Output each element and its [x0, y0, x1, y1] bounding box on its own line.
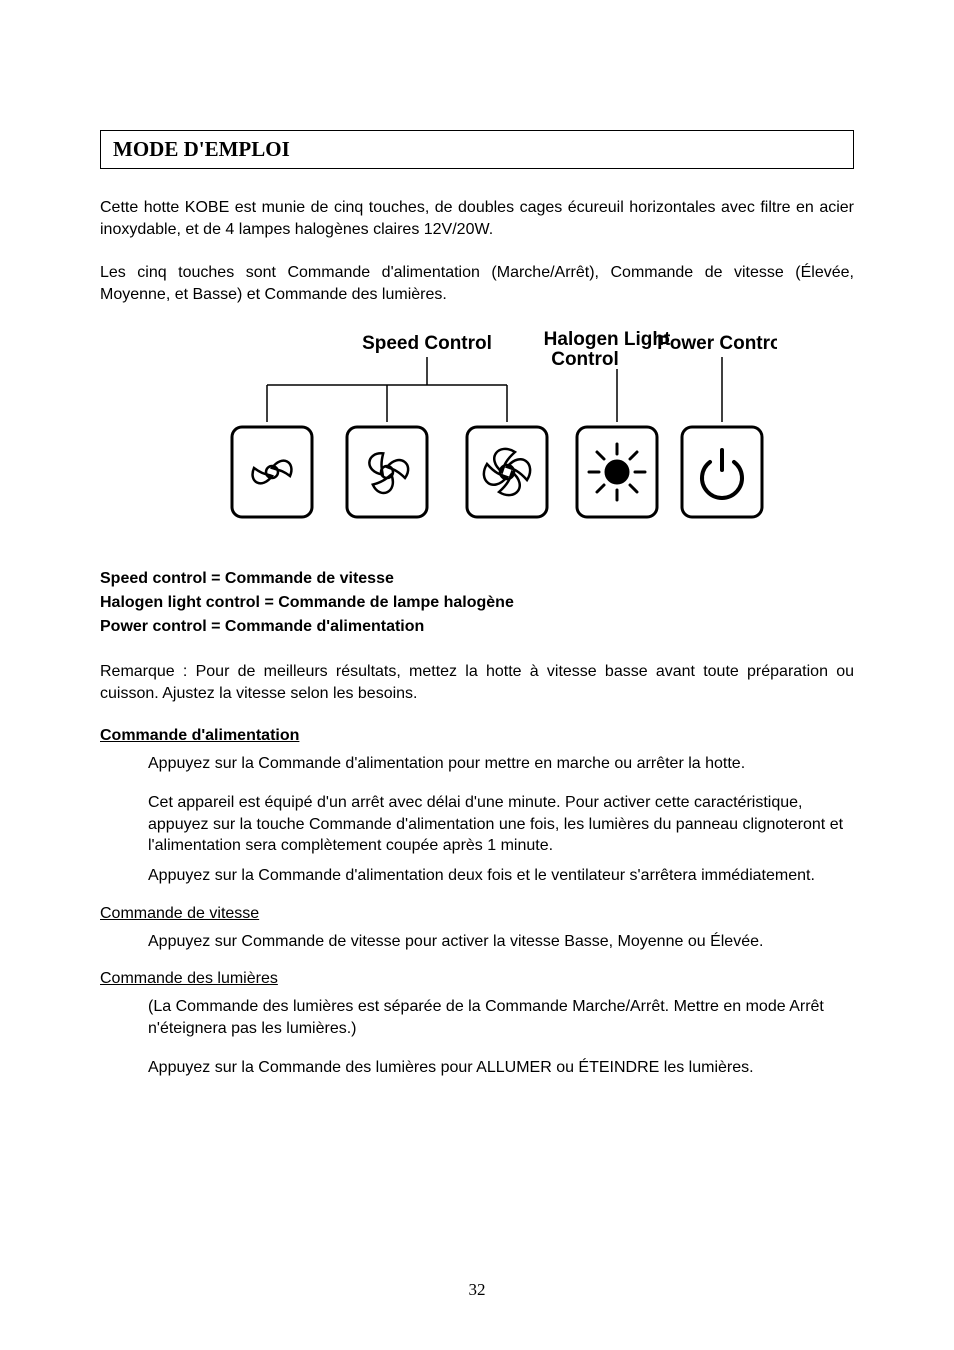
intro-paragraph-1: Cette hotte KOBE est munie de cinq touch… — [100, 197, 854, 240]
label-halogen-line2: Control — [551, 349, 619, 370]
section-heading-box: MODE D'EMPLOI — [100, 130, 854, 169]
legend-speed: Speed control = Commande de vitesse — [100, 567, 854, 591]
sun-icon — [589, 444, 645, 500]
legend-block: Speed control = Commande de vitesse Halo… — [100, 567, 854, 639]
label-power-control: Power Control — [657, 333, 777, 354]
remark-paragraph: Remarque : Pour de meilleurs résultats, … — [100, 661, 854, 704]
legend-power: Power control = Commande d'alimentation — [100, 615, 854, 639]
section-heading: MODE D'EMPLOI — [113, 137, 841, 162]
label-halogen-line1: Halogen Light — [544, 329, 671, 350]
power-p1: Appuyez sur la Commande d'alimentation p… — [148, 753, 854, 775]
subheading-power: Commande d'alimentation — [100, 727, 854, 745]
power-p2: Cet appareil est équipé d'un arrêt avec … — [148, 792, 854, 857]
intro-paragraph-2: Les cinq touches sont Commande d'aliment… — [100, 262, 854, 305]
label-speed-control: Speed Control — [362, 333, 492, 354]
power-p3: Appuyez sur la Commande d'alimentation d… — [148, 865, 854, 887]
controls-diagram: Speed Control Halogen Light Control Powe… — [100, 327, 854, 537]
light-p1: (La Commande des lumières est séparée de… — [148, 996, 854, 1039]
legend-halogen: Halogen light control = Commande de lamp… — [100, 591, 854, 615]
light-p2: Appuyez sur la Commande des lumières pou… — [148, 1057, 854, 1079]
subheading-light: Commande des lumières — [100, 970, 854, 988]
page-number: 32 — [0, 1280, 954, 1300]
subheading-speed: Commande de vitesse — [100, 905, 854, 923]
speed-p1: Appuyez sur Commande de vitesse pour act… — [148, 931, 854, 953]
